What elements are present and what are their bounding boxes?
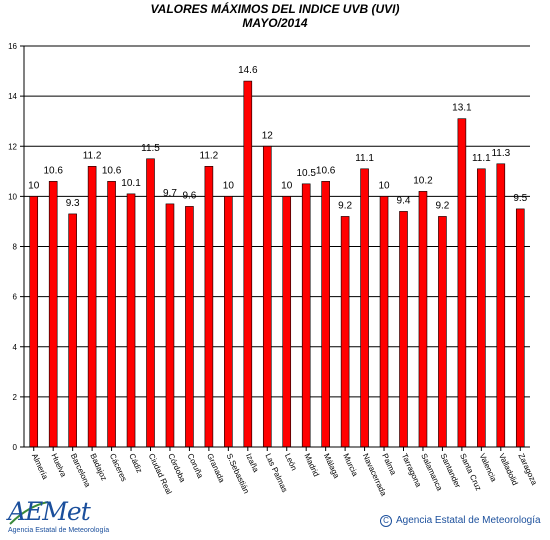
y-tick-label: 16 (8, 42, 17, 51)
x-tick-label: Almería (30, 452, 50, 481)
data-label: 10.6 (316, 165, 336, 176)
x-tick-label: Barcelona (69, 452, 93, 489)
bar (204, 166, 214, 448)
data-label: 11.2 (83, 150, 102, 161)
bar (48, 181, 58, 448)
x-tick-label: Valencia (478, 452, 499, 484)
copyright-notice: C Agencia Estatal de Meteorología (380, 515, 541, 527)
bar (321, 181, 330, 448)
data-label: 9.2 (435, 200, 449, 211)
bar (301, 183, 311, 448)
bar (379, 196, 389, 448)
data-label: 10.6 (102, 165, 122, 176)
bar (185, 206, 194, 448)
bar (282, 196, 292, 448)
data-label: 12 (262, 130, 274, 141)
bar (243, 80, 253, 448)
chart-title: VALORES MÁXIMOS DEL INDICE UVB (UVI) (150, 2, 400, 16)
bar (340, 216, 350, 448)
data-label: 10 (378, 180, 390, 191)
bar (126, 193, 136, 448)
data-label: 11.1 (355, 153, 374, 164)
y-tick-label: 2 (13, 393, 18, 402)
x-tick-label: Málaga (322, 452, 341, 480)
x-tick-label: Murcia (341, 452, 360, 478)
data-label: 13.1 (452, 103, 472, 114)
bar (477, 168, 486, 448)
data-label: 9.4 (397, 195, 411, 206)
data-label: 10 (28, 180, 40, 191)
y-tick-label: 8 (13, 243, 18, 252)
data-label: 10.5 (296, 168, 316, 179)
x-tick-label: Madrid (302, 452, 320, 478)
data-label: 10.6 (43, 165, 63, 176)
bar (146, 158, 155, 448)
bar (224, 196, 233, 448)
x-tick-label: Córdoba (166, 452, 187, 484)
bar (107, 181, 116, 448)
data-label: 9.2 (338, 200, 352, 211)
x-tick-label: Valladolid (497, 452, 520, 487)
data-label: 9.5 (513, 193, 527, 204)
data-label: 11.5 (141, 143, 160, 154)
data-label: 9.6 (182, 190, 196, 201)
bar (87, 166, 97, 448)
logo-swoosh-icon (9, 501, 49, 525)
x-tick-label: Granada (205, 452, 227, 485)
data-label: 11.2 (200, 150, 219, 161)
aemet-logo (9, 501, 49, 525)
y-tick-label: 4 (13, 343, 18, 352)
bar (399, 211, 408, 448)
data-label: 14.6 (238, 65, 258, 76)
data-label: 11.1 (472, 153, 491, 164)
x-tick-label: Cádiz (127, 452, 144, 474)
logo-text: AEMet (8, 497, 91, 526)
x-tick-label: Badajoz (88, 452, 108, 482)
x-tick-label: Huelva (49, 452, 68, 479)
y-tick-label: 12 (8, 142, 17, 151)
y-tick-label: 6 (13, 293, 18, 302)
data-label: 9.3 (66, 198, 80, 209)
data-label: 10.1 (121, 178, 141, 189)
bar-layer (29, 80, 525, 448)
copyright-icon: C (380, 515, 392, 527)
x-tick-label: Palma (380, 452, 398, 477)
data-label: 9.7 (163, 188, 177, 199)
data-label: 11.3 (491, 148, 510, 159)
bar (68, 213, 77, 448)
bar (29, 196, 39, 448)
chart-subtitle: MAYO/2014 (242, 16, 308, 30)
x-tick-label: Cáceres (108, 452, 129, 483)
bar (438, 216, 447, 448)
x-tick-label: León (283, 452, 299, 472)
copyright-text: Agencia Estatal de Meteorología (396, 515, 541, 526)
bar (457, 118, 467, 448)
bar (418, 191, 428, 448)
bar (165, 203, 175, 448)
logo-subtext: Agencia Estatal de Meteorología (8, 527, 110, 534)
bar (360, 168, 369, 448)
y-tick-label: 10 (8, 192, 17, 201)
x-tick-label: Tarragona (400, 452, 424, 489)
y-tick-label: 14 (8, 92, 17, 101)
bar (262, 145, 272, 448)
data-label: 10 (281, 180, 293, 191)
x-tick-label: Coruña (186, 452, 205, 480)
x-tick-label: Izaña (244, 452, 261, 474)
bar (515, 208, 525, 448)
bar (496, 163, 506, 448)
data-label: 10 (223, 180, 235, 191)
data-label: 10.2 (413, 175, 433, 186)
y-tick-label: 0 (13, 443, 18, 452)
